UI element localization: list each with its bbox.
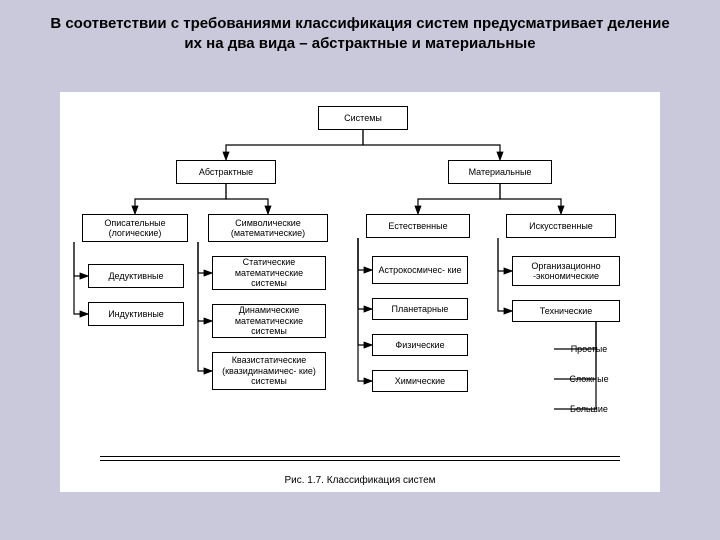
node-mat: Материальные (448, 160, 552, 184)
node-ded: Дедуктивные (88, 264, 184, 288)
figure-caption: Рис. 1.7. Классификация систем (60, 475, 660, 486)
node-dyn: Динамические математические системы (212, 304, 326, 338)
page-title: В соответствии с требованиями классифика… (40, 14, 680, 55)
rule-1 (100, 456, 620, 457)
node-large: Большие (554, 400, 624, 418)
node-stat: Статические математические системы (212, 256, 326, 290)
node-quasi: Квазистатические (квазидинамичес- кие) с… (212, 352, 326, 390)
node-plan: Планетарные (372, 298, 468, 320)
node-chem: Химические (372, 370, 468, 392)
rule-2 (100, 460, 620, 461)
node-simple: Простые (554, 340, 624, 358)
diagram-canvas: Системы Абстрактные Материальные Описательн… (60, 92, 660, 492)
node-tech: Технические (512, 300, 620, 322)
node-desc: Описательные (логические) (82, 214, 188, 242)
node-phys: Физические (372, 334, 468, 356)
node-art: Искусственные (506, 214, 616, 238)
node-astro: Астрокосмичес- кие (372, 256, 468, 284)
node-nat: Естественные (366, 214, 470, 238)
node-symb: Символические (математические) (208, 214, 328, 242)
node-root: Системы (318, 106, 408, 130)
node-org: Организационно -экономические (512, 256, 620, 286)
node-ind: Индуктивные (88, 302, 184, 326)
node-complex: Сложные (554, 370, 624, 388)
edges-layer (60, 92, 660, 492)
node-abs: Абстрактные (176, 160, 276, 184)
